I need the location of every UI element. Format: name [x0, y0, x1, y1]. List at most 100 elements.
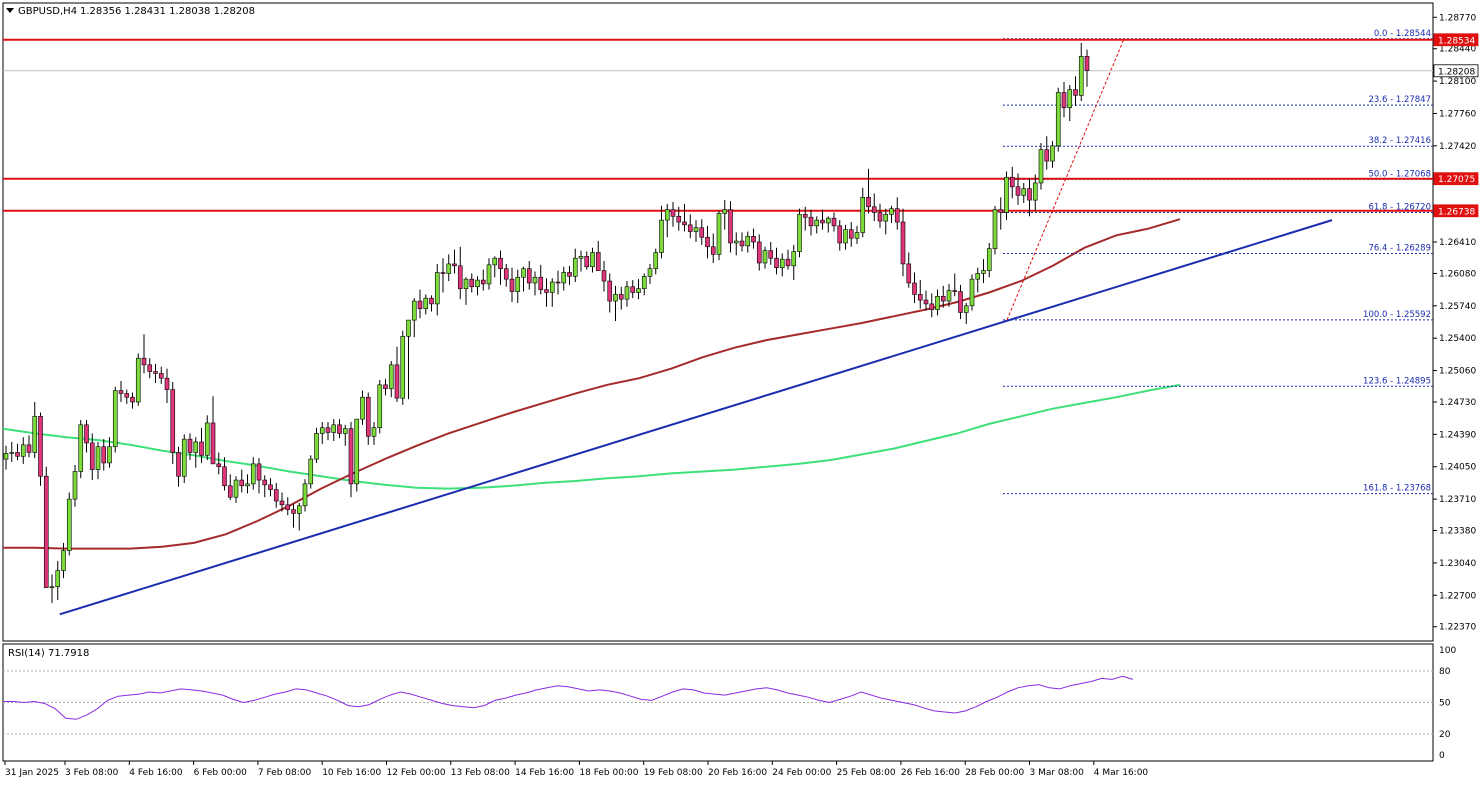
- bullish-candle: [647, 268, 653, 277]
- bullish-candle: [388, 364, 394, 389]
- bearish-candle: [785, 258, 791, 267]
- bearish-candle: [912, 282, 917, 295]
- bearish-candle: [417, 300, 423, 309]
- bullish-candle: [319, 427, 325, 434]
- bullish-candle: [446, 263, 452, 274]
- y-axis-tick-label: 1.25400: [1439, 334, 1476, 344]
- bullish-candle: [61, 550, 66, 571]
- x-axis-tick-label: 19 Feb 08:00: [644, 768, 703, 778]
- bearish-candle: [866, 196, 871, 208]
- bullish-candle: [233, 479, 239, 498]
- bearish-candle: [26, 444, 32, 453]
- bullish-candle: [664, 209, 670, 221]
- bullish-candle: [371, 427, 377, 437]
- x-axis-tick-label: 4 Mar 16:00: [1094, 768, 1149, 778]
- bullish-candle: [762, 250, 768, 264]
- bearish-candle: [808, 216, 814, 227]
- bullish-candle: [1038, 149, 1044, 184]
- bearish-candle: [917, 294, 923, 301]
- x-axis-tick-label: 6 Feb 00:00: [194, 768, 248, 778]
- bearish-candle: [1084, 56, 1090, 71]
- bearish-candle: [923, 299, 929, 305]
- bearish-candle: [199, 441, 204, 456]
- bearish-candle: [1044, 149, 1050, 162]
- fibonacci-level-label: 38.2 - 1.27416: [1368, 136, 1431, 146]
- bearish-candle: [595, 252, 601, 271]
- bullish-candle: [204, 422, 210, 456]
- price-tag-label: 1.28208: [1438, 67, 1475, 77]
- bullish-candle: [854, 232, 860, 239]
- bearish-candle: [84, 424, 89, 444]
- bearish-candle: [676, 216, 682, 223]
- main-plot-frame: [2, 2, 1434, 642]
- bullish-candle: [532, 276, 538, 284]
- y-axis-tick-label: 1.25060: [1439, 367, 1476, 377]
- bullish-candle: [963, 305, 969, 313]
- bullish-candle: [49, 586, 55, 589]
- bullish-candle: [245, 483, 250, 487]
- bullish-candle: [825, 217, 831, 224]
- rsi-axis-label: 80: [1439, 667, 1451, 677]
- bullish-candle: [434, 272, 440, 305]
- bearish-candle: [751, 235, 756, 243]
- bullish-candle: [250, 463, 256, 485]
- bearish-candle: [348, 428, 354, 485]
- x-axis-tick-label: 26 Feb 16:00: [901, 768, 960, 778]
- bearish-candle: [170, 389, 176, 453]
- bearish-candle: [337, 424, 342, 434]
- x-axis-tick-label: 7 Feb 08:00: [258, 768, 312, 778]
- x-axis-tick-label: 28 Feb 00:00: [965, 768, 1024, 778]
- bearish-candle: [38, 415, 43, 477]
- bearish-candle: [567, 272, 572, 277]
- bullish-candle: [653, 252, 659, 269]
- bearish-candle: [1015, 186, 1021, 196]
- bearish-candle: [1009, 176, 1015, 188]
- rsi-label: RSI(14) 71.7918: [8, 648, 89, 659]
- x-axis-tick-label: 14 Feb 16:00: [515, 768, 574, 778]
- bearish-candle: [998, 209, 1004, 213]
- bearish-candle: [544, 289, 549, 293]
- bearish-candle: [940, 295, 946, 302]
- x-axis-tick-label: 3 Mar 08:00: [1030, 768, 1085, 778]
- price-tag-label: 1.26738: [1438, 207, 1475, 217]
- bearish-candle: [130, 396, 135, 403]
- bullish-candle: [572, 257, 578, 277]
- bullish-candle: [860, 196, 866, 233]
- bearish-candle: [262, 479, 268, 486]
- symbol-menu-triangle-icon[interactable]: [6, 8, 14, 13]
- bearish-candle: [158, 373, 164, 379]
- bearish-candle: [469, 278, 475, 288]
- price-tag-box: [1433, 172, 1479, 186]
- bearish-candle: [607, 280, 613, 302]
- bullish-candle: [3, 453, 9, 460]
- x-axis-tick-label: 12 Feb 00:00: [387, 768, 446, 778]
- bearish-candle: [831, 217, 837, 227]
- x-axis-tick-label: 20 Feb 16:00: [708, 768, 767, 778]
- fibonacci-level-label: 123.6 - 1.24895: [1363, 376, 1431, 386]
- bearish-candle: [538, 276, 544, 290]
- bearish-candle: [164, 377, 170, 390]
- bearish-candle: [285, 504, 291, 510]
- bearish-candle: [877, 212, 883, 222]
- bearish-candle: [848, 229, 854, 239]
- bearish-candle: [89, 442, 95, 470]
- bullish-candle: [624, 286, 630, 300]
- y-axis-tick-label: 1.28770: [1439, 13, 1476, 23]
- bearish-candle: [584, 255, 590, 268]
- bullish-candle: [745, 235, 751, 247]
- fibonacci-level-label: 50.0 - 1.27068: [1368, 169, 1431, 179]
- bullish-candle: [797, 214, 802, 252]
- bearish-candle: [526, 268, 532, 284]
- bullish-candle: [360, 396, 365, 420]
- bullish-candle: [55, 570, 61, 588]
- bullish-candle: [578, 255, 584, 259]
- bullish-candle: [9, 452, 15, 454]
- bullish-candle: [935, 295, 940, 310]
- bearish-candle: [43, 475, 49, 588]
- bearish-candle: [273, 489, 279, 502]
- bearish-candle: [1073, 89, 1078, 96]
- bearish-candle: [498, 257, 503, 269]
- bearish-candle: [710, 246, 716, 255]
- bullish-candle: [411, 300, 417, 321]
